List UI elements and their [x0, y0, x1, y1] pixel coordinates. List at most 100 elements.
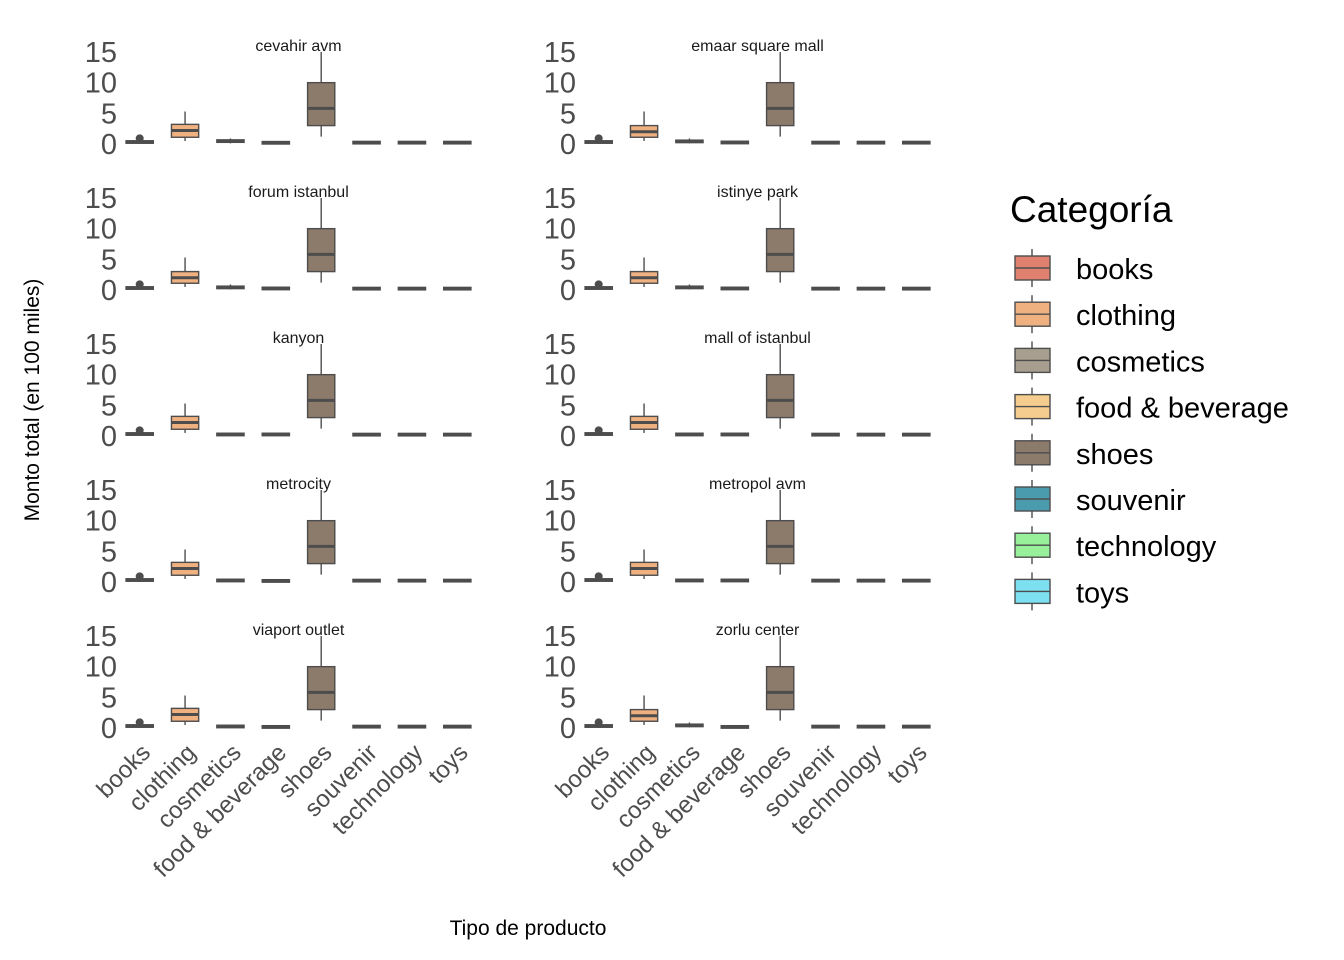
box-shoes	[306, 52, 336, 137]
box-souvenir	[811, 286, 840, 291]
box-clothing	[629, 403, 659, 433]
box-shoes	[306, 198, 336, 283]
box-technology	[397, 432, 427, 437]
y-tick-label: 5	[101, 244, 117, 276]
box-technology	[856, 140, 886, 145]
legend-label: cosmetics	[1076, 346, 1205, 378]
panel-title: zorlu center	[716, 622, 800, 639]
box-souvenir	[811, 140, 840, 145]
y-tick-label: 5	[560, 98, 576, 130]
box-books	[584, 134, 614, 144]
legend-item-books: books	[1014, 249, 1153, 287]
y-tick-label: 10	[85, 652, 117, 684]
y-tick-label: 15	[85, 37, 117, 69]
y-tick-label: 5	[101, 98, 117, 130]
y-tick-label: 5	[560, 244, 576, 276]
y-tick-label: 10	[544, 214, 576, 246]
box-body	[765, 373, 795, 419]
box-toys	[443, 578, 472, 583]
box-shoes	[765, 344, 795, 429]
box-body	[306, 665, 336, 711]
y-tick-label: 15	[544, 329, 576, 361]
y-tick-label: 10	[544, 506, 576, 538]
box-clothing	[170, 695, 200, 725]
box-toys	[902, 286, 931, 291]
legend-item-shoes: shoes	[1014, 433, 1153, 472]
box-cosmetics	[675, 432, 704, 437]
y-tick-label: 15	[85, 621, 117, 653]
panel-title: cevahir avm	[255, 38, 341, 55]
box-books	[584, 572, 614, 582]
box-food-beverage	[261, 578, 291, 583]
y-tick-label: 10	[85, 214, 117, 246]
box-technology	[397, 140, 427, 145]
y-tick-label: 0	[101, 275, 117, 307]
legend-label: books	[1076, 254, 1153, 286]
box-toys	[902, 140, 931, 145]
y-tick-label: 15	[544, 183, 576, 215]
box-clothing	[629, 257, 659, 287]
box-souvenir	[352, 578, 381, 583]
y-tick-label: 0	[560, 129, 576, 161]
box-clothing	[170, 549, 200, 579]
outlier-point	[135, 426, 144, 435]
box-technology	[856, 286, 886, 291]
box-cosmetics	[216, 432, 245, 437]
panel-title: emaar square mall	[691, 38, 824, 55]
box-technology	[397, 724, 427, 729]
panel-title: metrocity	[266, 476, 331, 493]
box-clothing	[170, 403, 200, 433]
y-tick-label: 10	[85, 68, 117, 100]
box-clothing	[170, 257, 200, 287]
box-shoes	[765, 52, 795, 137]
box-books	[125, 134, 154, 144]
box-souvenir	[352, 724, 381, 729]
box-food-beverage	[720, 578, 750, 583]
y-tick-label: 0	[560, 275, 576, 307]
box-cosmetics	[216, 138, 245, 144]
box-books	[584, 426, 614, 436]
outlier-point	[135, 134, 144, 143]
outlier-point	[594, 718, 603, 727]
box-body	[765, 81, 795, 127]
outlier-point	[594, 426, 603, 435]
legend-item-toys: toys	[1014, 572, 1129, 611]
y-axis-title: Monto total (en 100 miles)	[21, 279, 44, 522]
box-shoes	[306, 636, 336, 721]
box-shoes	[306, 490, 336, 575]
x-axis-title: Tipo de producto	[450, 917, 607, 940]
box-technology	[856, 578, 886, 583]
box-shoes	[306, 344, 336, 429]
y-tick-label: 0	[101, 567, 117, 599]
legend-title: Categoría	[1010, 189, 1173, 230]
panel-title: kanyon	[273, 330, 325, 347]
box-toys	[443, 432, 472, 437]
box-technology	[397, 578, 427, 583]
outlier-point	[135, 718, 144, 727]
box-food-beverage	[261, 140, 291, 145]
x-tick-label: toys	[423, 739, 473, 789]
box-shoes	[765, 198, 795, 283]
outlier-point	[594, 280, 603, 289]
y-tick-label: 15	[85, 329, 117, 361]
box-cosmetics	[675, 284, 704, 290]
box-books	[125, 426, 154, 436]
legend-items: books clothing cosmetics food & beverage sho…	[1014, 249, 1289, 611]
box-food-beverage	[261, 724, 291, 729]
box-technology	[856, 432, 886, 437]
box-cosmetics	[675, 578, 704, 583]
y-tick-label: 0	[560, 421, 576, 453]
panel-title: metropol avm	[709, 476, 806, 493]
box-souvenir	[352, 432, 381, 437]
box-food-beverage	[720, 432, 750, 437]
box-cosmetics	[675, 138, 704, 144]
panel-title: mall of istanbul	[704, 330, 811, 347]
y-tick-label: 10	[85, 360, 117, 392]
